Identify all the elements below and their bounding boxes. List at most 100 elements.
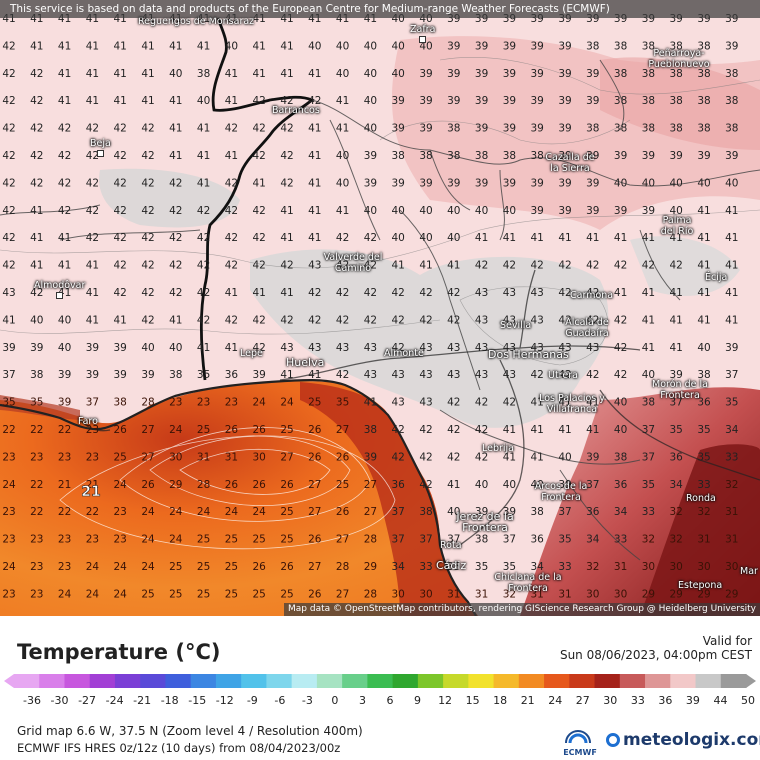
temperature-value: 27 [336,588,349,600]
temperature-value: 39 [503,95,516,107]
weather-map[interactable]: 41 41 41 41 41 41 41 41 41 41 41 41 41 41 40 40 39 39 39 39… [0,0,760,616]
temperature-value: 23 [86,534,99,546]
temperature-value: 42 [2,95,15,107]
place-zafra[interactable]: Zafra [410,24,435,43]
scale-tick-label: 27 [576,694,590,707]
temperature-value: 43 [531,314,544,326]
place-utrera[interactable]: Utrera [548,370,578,381]
temperature-value: 39 [531,68,544,80]
place-faro[interactable]: Faro [78,416,98,427]
place-lebrija[interactable]: Lebrija [482,443,515,454]
place-barrancos[interactable]: Barrancos [272,105,320,116]
place-chiclana[interactable]: Chiclana de la Frontera [494,572,562,594]
temperature-value: 37 [586,479,599,491]
place-almonte[interactable]: Almonte [384,348,424,359]
temperature-grid: 41 41 41 41 41 41 41 41 41 41 41 41 41 41 40 40 39 39 39 39… [2,13,738,600]
temperature-value: 43 [558,314,571,326]
temperature-value: 42 [86,123,99,135]
ecmwf-logo-icon[interactable] [560,729,596,759]
coastal-warm [300,382,478,616]
place-palacios[interactable]: Los Palacios y Villafranca [539,393,605,415]
temperature-value: 43 [419,369,432,381]
temperature-value: 38 [614,95,627,107]
temperature-value: 40 [225,40,238,52]
place-moron[interactable]: Morón de la Frontera [652,379,708,401]
temperature-value: 33 [558,561,571,573]
place-jerez[interactable]: Jerez de la Frontera [456,510,514,534]
place-sevilla[interactable]: Sevilla [500,320,532,331]
temperature-value: 30 [614,588,627,600]
meteologix-text: meteologix.com [623,730,760,750]
scale-swatch [342,674,368,688]
temperature-value: 38 [642,123,655,135]
place-huelva[interactable]: Huelva [286,356,325,369]
place-mar[interactable]: Mar [740,566,758,577]
temperature-value: 42 [336,260,349,272]
region-borders [0,59,760,561]
place-marker [96,150,104,157]
temperature-value: 41 [336,205,349,217]
temperature-value: 39 [419,123,432,135]
temperature-value: 42 [586,314,599,326]
scale-swatch [417,674,444,688]
map-canvas[interactable]: 41 41 41 41 41 41 41 41 41 41 41 41 41 41 40 40 39 39 39 39… [0,0,760,616]
scale-swatch [619,674,646,688]
temperature-value: 43 [531,342,544,354]
meteologix-logo[interactable]: meteologix.com [606,730,760,750]
temperature-value: 42 [253,342,266,354]
temperature-value: 35 [558,534,571,546]
temperature-value: 38 [197,68,210,80]
place-almodovar[interactable]: Almodôvar [34,280,85,299]
temperature-value: 32 [670,506,683,518]
temperature-value: 41 [58,232,71,244]
temperature-value: 29 [670,588,683,600]
temperature-value: 42 [141,287,154,299]
place-cazalla[interactable]: Cazalla de la Sierra [545,152,595,174]
temperature-value: 42 [364,287,377,299]
temperature-value: 43 [475,314,488,326]
temperature-value: 42 [392,451,405,463]
place-reguengos[interactable]: Reguengos de Monsaraz [138,16,255,27]
place-cadiz[interactable]: Cádiz [436,559,467,572]
temperature-value: 27 [308,561,321,573]
place-alcala[interactable]: Alcalá de Guadaíra [565,317,609,339]
place-penarroya[interactable]: Peñarroya-Pueblonuevo [648,48,710,70]
temperature-value: 37 [447,534,460,546]
scale-tick-label: 30 [603,694,617,707]
temperature-value: 37 [2,369,15,381]
temperature-value: 29 [725,588,738,600]
temperature-value: 40 [475,479,488,491]
scale-tick-label: 18 [493,694,507,707]
temperature-value: 41 [503,232,516,244]
temperature-value: 26 [308,451,322,463]
temperature-value: 42 [419,424,432,436]
temperature-value: 42 [169,177,182,189]
temperature-value: 41 [169,40,182,52]
place-carmona[interactable]: Carmona [570,290,614,301]
place-arcos[interactable]: Arcos de la Frontera [534,481,588,503]
place-beja[interactable]: Beja [90,138,111,157]
temperature-value: 21 [86,479,99,491]
temperature-value: 30 [586,588,599,600]
place-ronda[interactable]: Ronda [686,493,716,504]
temperature-value: 36 [697,397,711,409]
temperature-value: 43 [475,287,488,299]
place-lepe[interactable]: Lepe [240,348,263,359]
temperature-value: 39 [670,369,683,381]
scale-tick-label: 24 [548,694,562,707]
place-palma[interactable]: Palma del Río [660,215,694,237]
scale-swatch [140,674,166,688]
temperature-value: 24 [169,506,183,518]
place-ecija[interactable]: Écija [705,272,728,283]
temperature-value: 43 [364,369,377,381]
temperature-value: 29 [642,588,655,600]
place-valverde[interactable]: Valverde del Camino [323,252,383,274]
place-dos-hermanas[interactable]: Dos Hermanas [488,348,569,361]
attribution-bottom[interactable]: Map data © OpenStreetMap contributors, r… [284,603,760,616]
temperature-value: 42 [141,232,154,244]
temperature-value: 27 [308,479,321,491]
temperature-value: 43 [447,342,460,354]
place-rota[interactable]: Rota [440,540,462,551]
temperature-value: 42 [197,287,210,299]
place-estepona[interactable]: Estepona [678,580,723,591]
